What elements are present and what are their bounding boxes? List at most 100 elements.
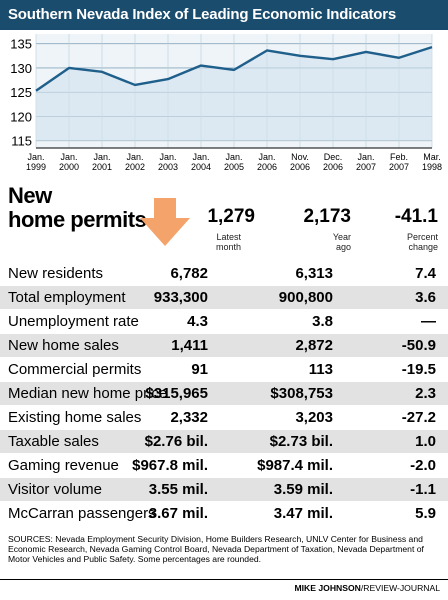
row-label: Taxable sales	[8, 433, 99, 450]
x-tick-month: Nov.	[291, 152, 309, 162]
down-arrow-icon	[140, 198, 190, 246]
latest-value: $315,965	[145, 385, 208, 402]
sources-note: SOURCES: Nevada Employment Security Divi…	[8, 534, 424, 564]
x-tick-label: Jan. 2001	[84, 152, 120, 172]
x-tick-year: 2002	[124, 162, 146, 172]
x-tick-label: Jan. 2000	[51, 152, 87, 172]
credit-name: MIKE JOHNSON	[294, 583, 361, 593]
permits-title: New home permits	[8, 183, 147, 232]
footer-divider	[0, 579, 448, 580]
line-chart: 115 120 125 130 135 Jan. 1999 Jan. 2000 Jan. 2001…	[0, 30, 448, 180]
x-tick-label: Nov. 2006	[282, 152, 318, 172]
latest-value: 4.3	[187, 313, 208, 330]
table-row: Existing home sales 2,332 3,203 -27.2	[0, 406, 448, 430]
x-tick-month: Feb.	[389, 152, 408, 162]
x-tick-year: 2005	[223, 162, 245, 172]
x-tick-label: Mar. 1998	[414, 152, 448, 172]
permits-title-line1: New	[8, 183, 52, 208]
x-tick-label: Jan. 2002	[117, 152, 153, 172]
chart-title: Southern Nevada Index of Leading Economi…	[0, 0, 448, 30]
credit-org: /REVIEW-JOURNAL	[360, 583, 440, 593]
x-tick-month: Dec.	[323, 152, 343, 162]
row-label: Unemployment rate	[8, 313, 139, 330]
latest-value: 3.67 mil.	[148, 505, 208, 522]
y-tick-label: 115	[11, 134, 32, 149]
latest-value: 6,782	[170, 265, 208, 282]
x-tick-year: 2006	[289, 162, 311, 172]
table-row: Gaming revenue $967.8 mil. $987.4 mil. -2.0	[0, 454, 448, 478]
x-tick-month: Jan.	[126, 152, 144, 162]
year-ago-value: 3,203	[295, 409, 333, 426]
area-fill	[36, 47, 432, 141]
permits-year-ago: 2,173	[303, 206, 351, 227]
y-tick-label: 125	[10, 85, 32, 100]
year-ago-value: 113	[308, 361, 333, 378]
row-label: Gaming revenue	[8, 457, 119, 474]
x-tick-label: Feb. 2007	[381, 152, 417, 172]
latest-value: 2,332	[170, 409, 208, 426]
latest-value: 933,300	[153, 289, 208, 306]
percent-change-value: 2.3	[415, 385, 436, 402]
table-row: Visitor volume 3.55 mil. 3.59 mil. -1.1	[0, 478, 448, 502]
year-ago-value: 3.47 mil.	[273, 505, 333, 522]
permits-latest: 1,279	[207, 206, 255, 227]
table-row: New residents 6,782 6,313 7.4	[0, 262, 448, 286]
permits-pct-change: -41.1	[394, 206, 438, 227]
percent-change-value: 7.4	[415, 265, 436, 282]
percent-change-value: 5.9	[415, 505, 436, 522]
latest-value: $967.8 mil.	[132, 457, 208, 474]
yearago-label-line2: ago	[335, 242, 351, 252]
row-label: Median new home price	[8, 385, 168, 402]
year-ago-value: $2.73 bil.	[269, 433, 333, 450]
year-ago-value: 900,800	[278, 289, 333, 306]
x-tick-month: Jan.	[27, 152, 45, 162]
x-tick-year: 2006	[322, 162, 344, 172]
x-tick-label: Jan. 2003	[150, 152, 186, 172]
year-ago-value: 3.8	[312, 313, 333, 330]
x-tick-year: 2006	[256, 162, 278, 172]
table-row: Total employment 933,300 900,800 3.6	[0, 286, 448, 310]
x-tick-year: 2007	[355, 162, 377, 172]
year-ago-value: $987.4 mil.	[257, 457, 333, 474]
table-row: Taxable sales $2.76 bil. $2.73 bil. 1.0	[0, 430, 448, 454]
x-tick-month: Jan.	[93, 152, 111, 162]
x-tick-month: Mar.	[423, 152, 441, 162]
percent-change-value: -19.5	[401, 361, 436, 378]
latest-value: 91	[191, 361, 208, 378]
latest-value: 3.55 mil.	[148, 481, 208, 498]
y-tick-label: 130	[10, 61, 32, 76]
x-tick-label: Jan. 2006	[249, 152, 285, 172]
x-tick-month: Jan.	[192, 152, 210, 162]
permits-title-line2: home permits	[8, 207, 147, 232]
row-label: Visitor volume	[8, 481, 102, 498]
new-home-permits-section: New home permits 1,279 2,173 -41.1 Lates…	[0, 180, 448, 260]
percent-change-value: -1.1	[410, 481, 436, 498]
percent-change-value: 3.6	[415, 289, 436, 306]
percent-change-value: -50.9	[401, 337, 436, 354]
x-tick-label: Jan. 2005	[216, 152, 252, 172]
row-label: Existing home sales	[8, 409, 142, 426]
percent-change-value: -2.0	[410, 457, 436, 474]
percent-change-value: -27.2	[401, 409, 436, 426]
credit-line: MIKE JOHNSON/REVIEW-JOURNAL	[295, 583, 440, 593]
row-label: New residents	[8, 265, 104, 282]
y-tick-label: 135	[10, 37, 32, 52]
latest-label-line2: month	[215, 242, 241, 252]
x-tick-year: 1999	[25, 162, 47, 172]
table-row: New home sales 1,411 2,872 -50.9	[0, 334, 448, 358]
table-row: McCarran passengers 3.67 mil. 3.47 mil. 5.9	[0, 502, 448, 526]
table-row: Unemployment rate 4.3 3.8 —	[0, 310, 448, 334]
year-ago-value: $308,753	[270, 385, 333, 402]
x-tick-year: 2001	[91, 162, 113, 172]
percent-change-value: 1.0	[415, 433, 436, 450]
row-label: New home sales	[8, 337, 119, 354]
x-tick-month: Jan.	[60, 152, 78, 162]
x-tick-label: Dec. 2006	[315, 152, 351, 172]
year-ago-value: 6,313	[295, 265, 333, 282]
x-tick-year: 2003	[157, 162, 179, 172]
x-tick-year: 1998	[421, 162, 443, 172]
x-tick-month: Jan.	[258, 152, 276, 162]
y-tick-label: 120	[10, 109, 32, 124]
table-row: Median new home price $315,965 $308,753 2.3	[0, 382, 448, 406]
x-tick-label: Jan. 2007	[348, 152, 384, 172]
